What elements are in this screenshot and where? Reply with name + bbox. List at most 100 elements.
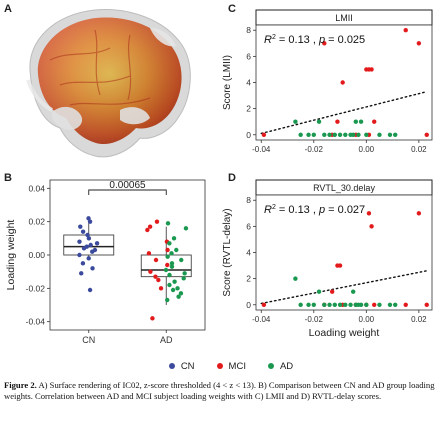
legend-dot-mci bbox=[216, 363, 223, 369]
data-point-mci bbox=[337, 263, 343, 268]
brain-panel: A bbox=[0, 0, 200, 170]
data-point-mci bbox=[335, 119, 340, 124]
data-point-cn bbox=[77, 252, 82, 258]
legend-dot-cn bbox=[168, 363, 175, 369]
trend-line bbox=[260, 270, 428, 305]
data-point-cn bbox=[81, 246, 87, 251]
data-point-mci bbox=[156, 277, 161, 283]
data-point-cn bbox=[86, 216, 91, 221]
data-point-cn bbox=[77, 239, 82, 244]
data-point-cn bbox=[87, 287, 93, 293]
data-point-mci bbox=[369, 67, 374, 72]
y-axis-label: Score (RVTL-delay) bbox=[222, 208, 233, 296]
data-point-mci bbox=[416, 41, 422, 46]
y-tick-label: 4 bbox=[246, 78, 251, 88]
y-tick-label: 8 bbox=[246, 195, 251, 205]
data-point-cn bbox=[86, 236, 92, 241]
data-point-ad bbox=[169, 261, 175, 266]
brain-gap-1 bbox=[51, 106, 83, 130]
legend-item-cn: CN bbox=[168, 360, 195, 372]
data-point-cn bbox=[86, 256, 91, 261]
x-tick-label: CN bbox=[82, 335, 95, 345]
data-point-ad bbox=[348, 302, 353, 307]
data-point-ad bbox=[298, 302, 303, 307]
x-axis-label: Loading weight bbox=[309, 327, 380, 339]
data-point-ad bbox=[387, 132, 393, 137]
y-tick-label: -0.02 bbox=[26, 283, 46, 293]
data-point-ad bbox=[182, 271, 187, 276]
y-tick-label: 0.04 bbox=[28, 183, 45, 193]
panel-label-c: C bbox=[228, 3, 236, 15]
data-point-mci bbox=[148, 269, 153, 274]
x-tick-label: -0.04 bbox=[252, 315, 271, 324]
data-point-mci bbox=[150, 316, 155, 321]
y-tick-label: 8 bbox=[246, 25, 251, 35]
data-point-cn bbox=[85, 232, 90, 238]
data-point-ad bbox=[165, 254, 170, 259]
data-point-mci bbox=[403, 28, 408, 33]
data-point-ad bbox=[332, 132, 338, 137]
data-point-ad bbox=[167, 241, 172, 246]
legend-dot-ad bbox=[267, 363, 274, 369]
data-point-ad bbox=[377, 302, 382, 307]
brain-gap-4 bbox=[26, 79, 53, 112]
data-point-mci bbox=[372, 119, 377, 124]
y-axis-label: Loading weight bbox=[5, 220, 17, 291]
regression-annotation: R2 = 0.13 , p = 0.025 bbox=[264, 34, 365, 46]
data-point-mci bbox=[329, 289, 335, 294]
y-tick-label: 0.02 bbox=[28, 217, 45, 227]
group-legend: CN MCI AD bbox=[30, 358, 410, 374]
data-point-mci bbox=[165, 247, 170, 253]
data-point-ad bbox=[353, 119, 359, 124]
x-tick-label: 0.02 bbox=[411, 315, 427, 324]
y-tick-label: 0 bbox=[246, 130, 251, 140]
panel-label-a: A bbox=[4, 3, 12, 15]
x-tick-label: AD bbox=[160, 335, 173, 345]
data-point-ad bbox=[364, 302, 369, 307]
data-point-ad bbox=[163, 267, 169, 273]
data-point-mci bbox=[146, 251, 152, 256]
x-tick-label: 0.02 bbox=[411, 145, 427, 154]
data-point-cn bbox=[90, 266, 95, 271]
caption-text: A) Surface rendering of IC02, z-score th… bbox=[4, 380, 435, 401]
data-point-mci bbox=[165, 262, 170, 268]
legend-label-cn: CN bbox=[180, 360, 195, 372]
data-point-ad bbox=[377, 132, 382, 137]
y-tick-label: 0.00 bbox=[28, 250, 45, 260]
data-point-mci bbox=[340, 80, 345, 85]
data-point-ad bbox=[165, 297, 170, 303]
strip-title: RVTL_30.delay bbox=[313, 183, 375, 193]
data-point-mci bbox=[424, 132, 429, 137]
data-point-cn bbox=[80, 261, 86, 266]
data-point-ad bbox=[322, 302, 327, 307]
data-point-ad bbox=[176, 294, 181, 299]
x-tick-label: 0.00 bbox=[359, 315, 375, 324]
data-point-ad bbox=[350, 289, 356, 294]
data-point-ad bbox=[174, 247, 179, 253]
legend-label-ad: AD bbox=[279, 360, 294, 372]
x-tick-label: -0.02 bbox=[305, 145, 324, 154]
data-point-ad bbox=[316, 119, 322, 124]
data-point-mci bbox=[372, 302, 377, 307]
data-point-mci bbox=[403, 302, 408, 307]
data-point-ad bbox=[358, 302, 364, 307]
y-tick-label: 6 bbox=[246, 51, 251, 61]
x-tick-label: -0.02 bbox=[305, 315, 324, 324]
data-point-ad bbox=[356, 132, 361, 137]
data-point-ad bbox=[337, 132, 343, 137]
data-point-ad bbox=[169, 251, 174, 256]
data-point-mci bbox=[153, 257, 159, 263]
data-point-mci bbox=[261, 132, 267, 137]
data-point-ad bbox=[293, 119, 298, 124]
chart-d-scatter: RVTL_30.delay -0.04 -0.02 0.00 0.02 0 2 4 6 8 Scor… bbox=[222, 179, 433, 339]
y-tick-label: 2 bbox=[246, 104, 251, 114]
data-point-mci bbox=[145, 227, 150, 233]
data-point-mci bbox=[147, 224, 153, 229]
panel-label-d: D bbox=[228, 172, 236, 184]
data-point-ad bbox=[327, 302, 332, 307]
data-point-ad bbox=[343, 132, 348, 137]
brain-sulci bbox=[49, 29, 151, 106]
data-point-ad bbox=[327, 132, 332, 137]
data-point-ad bbox=[343, 302, 348, 307]
regression-annotation: R2 = 0.13 , p = 0.027 bbox=[264, 204, 365, 216]
